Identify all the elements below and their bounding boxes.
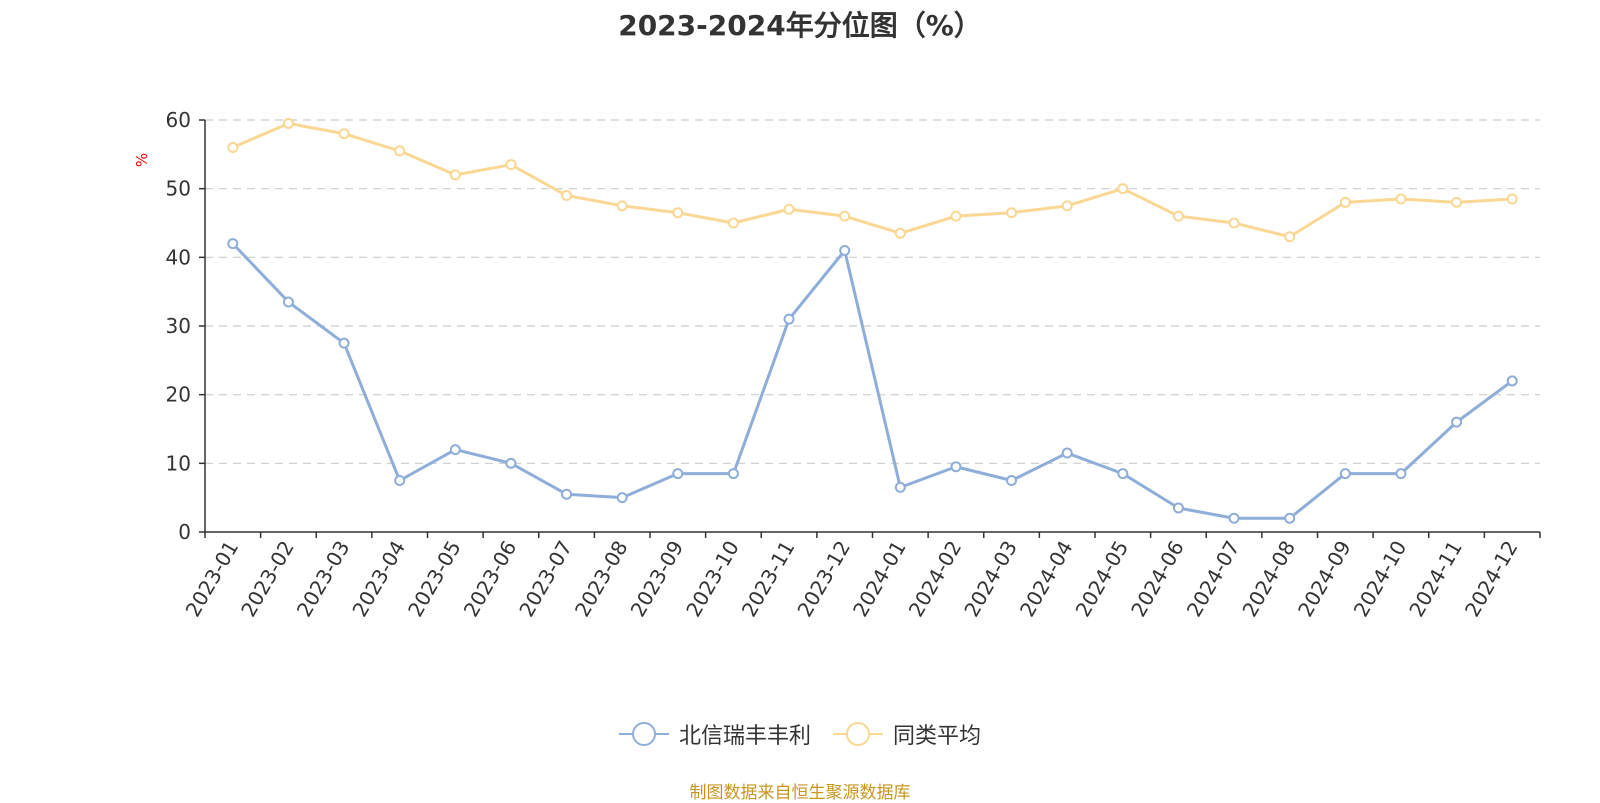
data-point-series-2 (616, 200, 628, 212)
y-tick-label: 10 (166, 451, 191, 475)
source-note: 制图数据来自恒生聚源数据库 (689, 783, 911, 803)
data-point-series-1 (950, 461, 962, 473)
data-point-series-1 (1006, 475, 1018, 486)
grid-lines (205, 119, 1540, 464)
y-tick-label: 50 (166, 177, 191, 201)
data-point-series-1 (561, 488, 573, 500)
data-point-series-1 (1451, 416, 1463, 428)
x-tick-label: 2024-08 (1237, 537, 1300, 621)
data-point-series-1 (672, 468, 684, 480)
x-tick-label: 2024-12 (1460, 537, 1523, 621)
x-tick-label: 2023-05 (403, 537, 466, 621)
x-tick-label: 2024-03 (959, 537, 1022, 621)
data-point-series-2 (1006, 207, 1018, 219)
data-point-series-2 (449, 169, 461, 181)
series-line-2 (232, 121, 1513, 239)
x-tick-label: 2023-02 (236, 537, 299, 621)
legend-item-series-2[interactable]: 同类平均 (833, 718, 981, 750)
data-point-series-2 (672, 207, 684, 219)
y-tick-label: 0 (178, 520, 191, 544)
y-tick-label: 30 (166, 314, 191, 338)
data-point-series-1 (894, 481, 906, 493)
data-point-series-1 (727, 468, 739, 480)
x-tick-label: 2024-11 (1404, 537, 1467, 621)
data-point-series-1 (505, 457, 517, 469)
x-tick-label: 2023-06 (459, 537, 522, 621)
data-point-series-2 (338, 128, 350, 140)
x-tick-label: 2024-01 (848, 537, 911, 621)
data-point-series-2 (1451, 196, 1463, 208)
x-tick-label: 2023-09 (626, 537, 689, 621)
data-point-series-1 (616, 492, 628, 504)
x-tick-label: 2023-03 (292, 537, 355, 621)
series-line-1 (231, 242, 1514, 520)
data-point-series-1 (1228, 512, 1240, 524)
data-point-series-2 (227, 141, 239, 153)
data-point-series-1 (394, 475, 406, 486)
x-tick-label: 2024-02 (904, 537, 967, 621)
x-tick-label: 2023-08 (570, 537, 633, 621)
data-point-series-1 (227, 238, 239, 250)
data-point-series-1 (1506, 375, 1518, 387)
x-tick-label: 2024-09 (1293, 537, 1356, 621)
data-point-series-1 (1339, 468, 1351, 480)
chart-title: 2023-2024年分位图（%） (618, 9, 982, 42)
data-point-series-1 (1117, 468, 1129, 480)
series-lines (227, 117, 1518, 524)
data-point-series-2 (727, 217, 739, 229)
data-point-series-1 (1395, 468, 1407, 480)
data-point-series-2 (950, 210, 962, 222)
line-chart: 01020304050602023-012023-022023-032023-0… (166, 108, 1541, 621)
x-tick-label: 2023-11 (737, 537, 800, 621)
data-point-series-2 (783, 203, 795, 215)
data-point-series-1 (1284, 512, 1296, 524)
data-point-series-1 (1172, 502, 1184, 514)
data-point-series-2 (1284, 231, 1296, 243)
y-tick-label: 40 (166, 245, 191, 269)
data-point-series-1 (282, 296, 294, 308)
legend-marker-series-1 (618, 721, 669, 747)
data-point-series-1 (839, 244, 851, 256)
data-point-series-1 (1061, 447, 1073, 459)
data-point-series-2 (505, 159, 517, 171)
data-point-series-2 (1228, 217, 1240, 229)
data-point-series-2 (1117, 183, 1129, 195)
legend-label-series-2: 同类平均 (893, 724, 982, 749)
data-point-series-1 (338, 337, 350, 349)
x-tick-label: 2023-10 (681, 537, 744, 621)
axes: 01020304050602023-012023-022023-032023-0… (166, 108, 1541, 621)
x-tick-label: 2023-07 (514, 537, 577, 621)
data-point-series-2 (1395, 193, 1407, 205)
data-point-series-2 (1339, 196, 1351, 208)
data-point-series-2 (1172, 210, 1184, 222)
data-point-series-2 (839, 210, 851, 222)
legend-item-series-1[interactable]: 北信瑞丰丰利 (618, 718, 811, 750)
y-tick-label: 60 (166, 108, 191, 132)
legend: 北信瑞丰丰利 同类平均 (0, 718, 1600, 750)
data-point-series-2 (561, 190, 573, 202)
x-tick-label: 2023-12 (792, 537, 855, 621)
data-point-series-2 (394, 145, 406, 157)
legend-label-series-1: 北信瑞丰丰利 (678, 724, 811, 749)
data-point-series-1 (783, 313, 795, 325)
data-point-series-1 (449, 444, 461, 456)
y-tick-label: 20 (166, 383, 191, 407)
data-point-series-2 (1061, 200, 1073, 212)
data-point-series-2 (894, 227, 906, 239)
x-tick-label: 2023-04 (347, 537, 410, 621)
x-tick-label: 2024-06 (1126, 537, 1189, 621)
x-tick-label: 2024-07 (1182, 537, 1245, 621)
x-tick-label: 2024-04 (1015, 537, 1078, 621)
x-tick-label: 2023-01 (181, 537, 244, 621)
x-tick-label: 2024-10 (1349, 537, 1412, 621)
legend-marker-series-2 (833, 721, 883, 747)
data-point-series-2 (282, 117, 294, 129)
x-tick-label: 2024-05 (1071, 537, 1134, 621)
data-point-series-2 (1506, 193, 1518, 205)
